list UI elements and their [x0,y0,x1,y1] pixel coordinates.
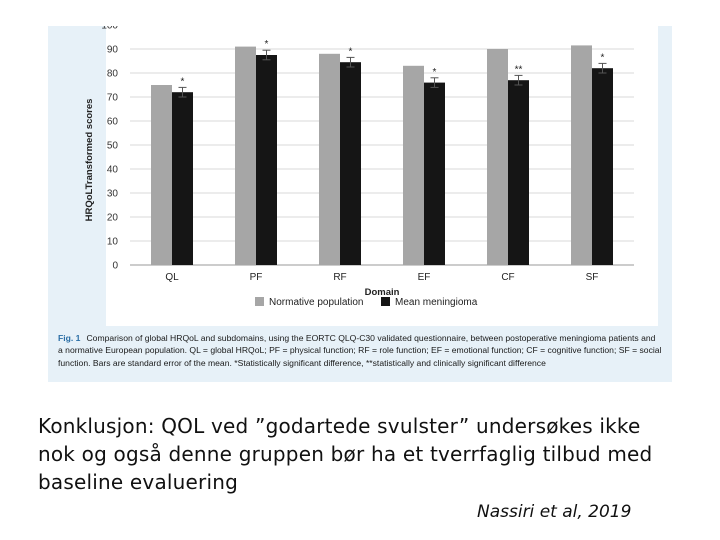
y-tick-label: 50 [107,141,119,152]
bar-normative-sf [571,45,592,266]
significance-marker: * [349,46,353,57]
legend-swatch [381,297,390,306]
bar-meningioma-ef [424,82,445,265]
bar-normative-ef [403,65,424,265]
y-tick-label: 70 [107,93,119,104]
bar-meningioma-rf [340,62,361,266]
significance-marker: ** [515,64,523,75]
x-tick-label: RF [333,272,346,283]
x-axis-label: Domain [365,287,400,298]
x-tick-label: PF [250,272,263,283]
bar-meningioma-sf [592,68,613,265]
legend-label: Mean meningioma [395,297,478,308]
bar-meningioma-cf [508,80,529,265]
significance-marker: * [433,67,437,78]
y-tick-label: 60 [107,117,119,128]
figure-caption: Fig. 1 Comparison of global HRQoL and sub… [58,332,662,369]
legend-label: Normative population [269,297,364,308]
y-tick-label: 0 [112,261,118,272]
y-tick-label: 100 [101,26,118,32]
legend-swatch [255,297,264,306]
y-tick-label: 40 [107,165,119,176]
y-tick-label: 90 [107,45,119,56]
figure-caption-text: Comparison of global HRQoL and subdomain… [58,333,662,368]
conclusion-text: Konklusjon: QOL ved ”godartede svulster”… [38,414,653,494]
y-tick-label: 10 [107,237,119,248]
bar-normative-rf [319,53,340,265]
bar-normative-cf [487,49,508,265]
bar-meningioma-ql [172,92,193,265]
y-tick-label: 30 [107,189,119,200]
citation: Nassiri et al, 2019 [477,502,632,522]
bar-normative-ql [151,85,172,265]
bar-normative-pf [235,46,256,265]
y-axis-label: HRQoLTransformed scores [84,99,95,222]
x-tick-label: SF [586,272,599,283]
significance-marker: * [265,39,269,50]
plot-area [106,26,658,326]
bar-meningioma-pf [256,55,277,265]
x-tick-label: QL [165,272,179,283]
y-tick-label: 80 [107,69,119,80]
figure-label: Fig. 1 [58,333,81,343]
bar-chart: 0 10 20 30 40 50 60 70 80 90 100 HRQoLTransformed s… [84,26,634,308]
x-tick-label: EF [418,272,431,283]
significance-marker: * [181,76,185,87]
x-tick-label: CF [501,272,514,283]
figure-panel: 0 10 20 30 40 50 60 70 80 90 100 HRQoLTransformed s… [48,26,672,382]
y-tick-label: 20 [107,213,119,224]
significance-marker: * [601,52,605,63]
